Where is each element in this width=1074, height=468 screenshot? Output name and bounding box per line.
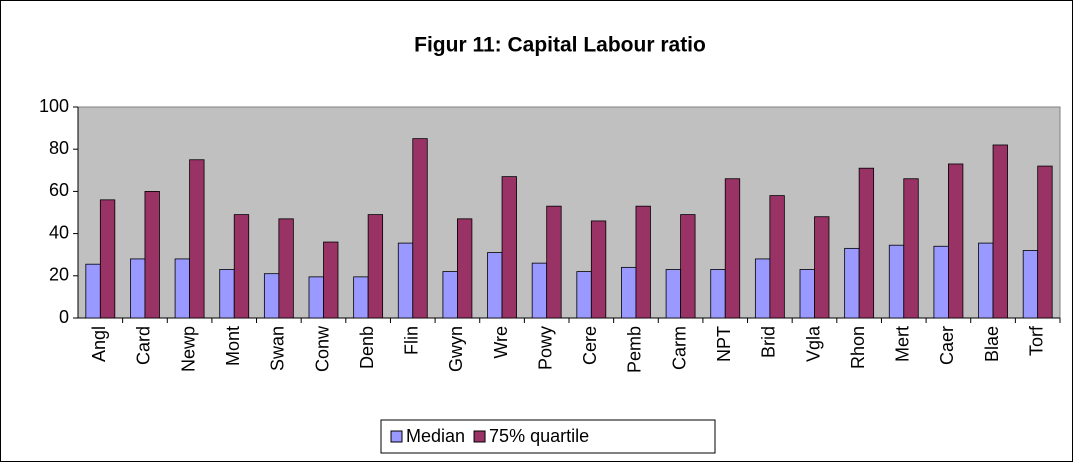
bar <box>144 190 160 319</box>
bar <box>888 244 905 319</box>
x-tick-label: Gwyn <box>446 326 466 372</box>
x-tick-label: Mont <box>223 326 243 366</box>
bar <box>680 214 696 319</box>
bar <box>769 195 785 319</box>
x-tick-label: Flin <box>402 326 422 355</box>
x-tick-label: Rhon <box>848 326 868 369</box>
x-tick-label: Conw <box>312 325 332 372</box>
bar <box>501 176 517 319</box>
x-tick-label: Swan <box>268 326 288 371</box>
legend-swatch <box>390 430 403 443</box>
bar <box>233 214 250 319</box>
bar <box>487 252 503 319</box>
bar <box>546 205 562 319</box>
x-tick-label: Vgla <box>803 325 823 362</box>
bar <box>442 271 458 319</box>
bar <box>590 220 607 319</box>
bar <box>367 214 384 319</box>
y-tick-label: 60 <box>49 180 69 200</box>
bar <box>412 138 428 319</box>
x-tick-label: Angl <box>89 326 109 362</box>
bar <box>353 276 369 319</box>
legend-box <box>380 419 716 454</box>
x-tick-label: Blae <box>982 326 1002 362</box>
bar <box>174 258 190 319</box>
x-tick-label: Mert <box>893 326 913 362</box>
bar <box>665 269 681 319</box>
x-tick-label: Torf <box>1026 325 1046 356</box>
bar <box>85 263 101 319</box>
bar <box>844 247 860 319</box>
x-tick-label: Denb <box>357 326 377 369</box>
bar <box>99 199 116 319</box>
x-tick-label: Newp <box>178 326 198 372</box>
x-tick-label: Cere <box>580 326 600 365</box>
bar <box>903 178 919 319</box>
bar <box>948 163 964 319</box>
y-tick-label: 100 <box>39 96 69 116</box>
y-tick-label: 0 <box>59 307 69 327</box>
bar <box>978 242 994 319</box>
bar <box>397 242 414 319</box>
bar <box>263 273 280 319</box>
y-tick-label: 80 <box>49 138 69 158</box>
y-tick-label: 40 <box>49 222 69 242</box>
bar <box>621 266 637 319</box>
bar <box>219 269 235 319</box>
x-tick-label: NPT <box>714 326 734 362</box>
y-tick-label: 20 <box>49 265 69 285</box>
bar <box>531 262 548 319</box>
legend-label: Median <box>406 426 465 446</box>
bar <box>754 258 771 319</box>
legend-swatch <box>473 430 486 443</box>
legend-label: 75% quartile <box>489 426 589 446</box>
x-tick-label: Wre <box>491 326 511 359</box>
bar <box>858 167 875 319</box>
bar <box>576 271 592 319</box>
bar <box>278 218 294 319</box>
bar <box>814 216 830 319</box>
bar <box>992 144 1008 319</box>
x-tick-label: Pemb <box>625 326 645 373</box>
bar <box>933 245 949 319</box>
bar <box>799 269 815 319</box>
x-tick-label: Card <box>134 326 154 365</box>
bar <box>130 258 146 319</box>
bar <box>635 205 651 319</box>
bar <box>1037 165 1053 319</box>
x-tick-label: Carm <box>669 326 689 370</box>
bar <box>308 276 324 319</box>
chart-title: Figur 11: Capital Labour ratio <box>414 34 706 57</box>
x-tick-label: Powy <box>535 326 555 370</box>
bar <box>724 178 741 319</box>
bar <box>710 269 726 319</box>
bar <box>457 218 473 319</box>
x-tick-label: Brid <box>759 326 779 358</box>
x-tick-label: Caer <box>937 326 957 365</box>
bar <box>323 241 339 319</box>
bar <box>1022 250 1039 319</box>
bar <box>189 159 205 319</box>
